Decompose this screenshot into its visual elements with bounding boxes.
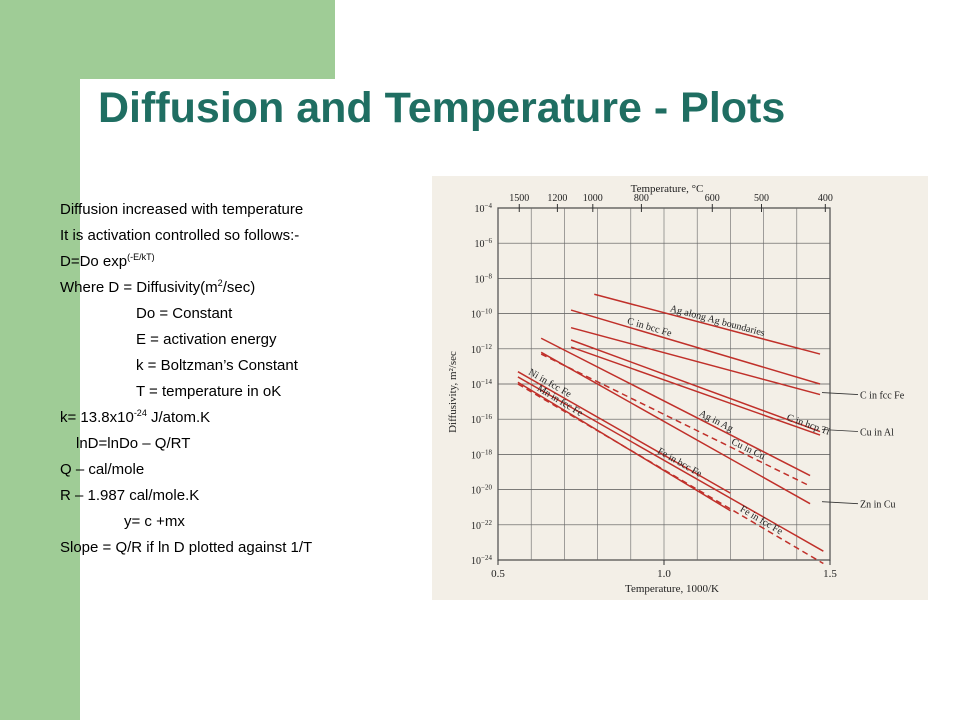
- boltzmann-unit: J/atom.K: [146, 409, 211, 426]
- text-line-6: E = activation energy: [136, 331, 277, 348]
- y-tick-label: 10−22: [471, 519, 492, 532]
- top-tick-label: 500: [754, 193, 769, 204]
- text-line-4: Where D = Diffusivity(m2/sec): [60, 278, 255, 298]
- text-line-11: Q – cal/mole: [60, 461, 145, 478]
- boltzmann-exponent: -24: [133, 408, 147, 418]
- top-tick-label: 1200: [547, 193, 567, 204]
- series-line-fe-in-bcc-fe: [517, 376, 824, 552]
- y-tick-label: 10−8: [475, 272, 493, 285]
- text-line-9: k= 13.8x10-24 J/atom.K: [60, 408, 210, 428]
- label-leader: [821, 429, 859, 432]
- series-label: Fe in bcc Fe: [655, 446, 704, 480]
- x-tick-label: 1.5: [823, 568, 837, 580]
- slide-title: Diffusion and Temperature - Plots: [98, 84, 786, 132]
- text-line-12: R – 1.987 cal/mole.K: [60, 487, 200, 504]
- series-label: Fe in fcc Fe: [738, 504, 785, 538]
- diffusivity-figure: Temperature, °C Temperature, 1000/K Diff…: [432, 176, 928, 600]
- y-axis-title: Diffusivity, m²/sec: [447, 351, 459, 433]
- text-line-8: T = temperature in oK: [136, 383, 282, 400]
- series-line-zn-in-cu: [540, 351, 811, 505]
- text-line-5: Do = Constant: [136, 305, 233, 322]
- y-tick-label: 10−12: [471, 343, 492, 356]
- top-tick-label: 600: [705, 193, 720, 204]
- series-line-c-in-hcp-ti: [570, 346, 821, 436]
- series-label: C in hcp Ti: [785, 412, 831, 437]
- text-line-10: lnD=lnDo – Q/RT: [76, 435, 191, 452]
- top-axis-title: Temperature, °C: [631, 183, 704, 195]
- y-tick-label: 10−10: [471, 308, 492, 321]
- text-line-3: D=Do exp(-E/kT): [60, 252, 155, 272]
- y-tick-label: 10−20: [471, 484, 492, 497]
- text-line-14: Slope = Q/R if ln D plotted against 1/T: [60, 539, 313, 556]
- diffusivity-exponent: 2: [217, 278, 223, 288]
- series-line-c-in-bcc-fe: [570, 309, 821, 385]
- top-tick-label: 400: [818, 193, 833, 204]
- formula-exponent: (-E/kT): [127, 252, 155, 262]
- y-tick-label: 10−4: [475, 202, 493, 215]
- series-label: Zn in Cu: [860, 500, 896, 511]
- series-label: C in bcc Fe: [626, 316, 674, 340]
- diffusivity-chart: Temperature, °C Temperature, 1000/K Diff…: [447, 183, 905, 595]
- top-tick-label: 1500: [509, 193, 529, 204]
- label-leader: [821, 392, 859, 395]
- series-line-ni-in-fcc-fe: [517, 371, 731, 494]
- y-tick-label: 10−16: [471, 413, 492, 426]
- text-line-1: Diffusion increased with temperature: [60, 201, 304, 218]
- y-tick-label: 10−6: [475, 237, 493, 250]
- formula-text: D=Do exp: [60, 253, 128, 270]
- y-tick-label: 10−14: [471, 378, 492, 391]
- top-tick-label: 800: [634, 193, 649, 204]
- series-label: Ag along Ag boundaries: [669, 303, 766, 339]
- top-tick-label: 1000: [583, 193, 603, 204]
- series-line-c-in-fcc-fe: [570, 326, 821, 396]
- accent-bar-vertical: [0, 0, 80, 720]
- y-tick-label: 10−24: [471, 554, 492, 567]
- y-tick-label: 10−18: [471, 448, 492, 461]
- series-line-ag-in-ag: [540, 337, 811, 477]
- series-label: Cu in Al: [860, 428, 894, 439]
- accent-bar-top: [0, 0, 335, 79]
- series-label: C in fcc Fe: [860, 391, 905, 402]
- series-line-ag-along-ag-boundaries: [594, 293, 821, 355]
- text-line-13: y= c +mx: [124, 513, 185, 530]
- diffusivity-unit: /sec): [222, 279, 256, 296]
- x-axis-title: Temperature, 1000/K: [625, 583, 719, 595]
- series-label: Cu in Cu: [729, 437, 766, 463]
- diffusivity-text: Where D = Diffusivity(m: [60, 279, 218, 296]
- series-line-fe-in-fcc-fe: [517, 383, 824, 565]
- x-tick-label: 0.5: [491, 568, 505, 580]
- x-tick-label: 1.0: [657, 568, 671, 580]
- text-line-7: k = Boltzman’s Constant: [136, 357, 298, 374]
- boltzmann-text: k= 13.8x10: [60, 409, 134, 426]
- text-line-2: It is activation controlled so follows:-: [60, 227, 300, 244]
- series-line-cu-in-al: [570, 339, 821, 433]
- label-leader: [821, 501, 859, 505]
